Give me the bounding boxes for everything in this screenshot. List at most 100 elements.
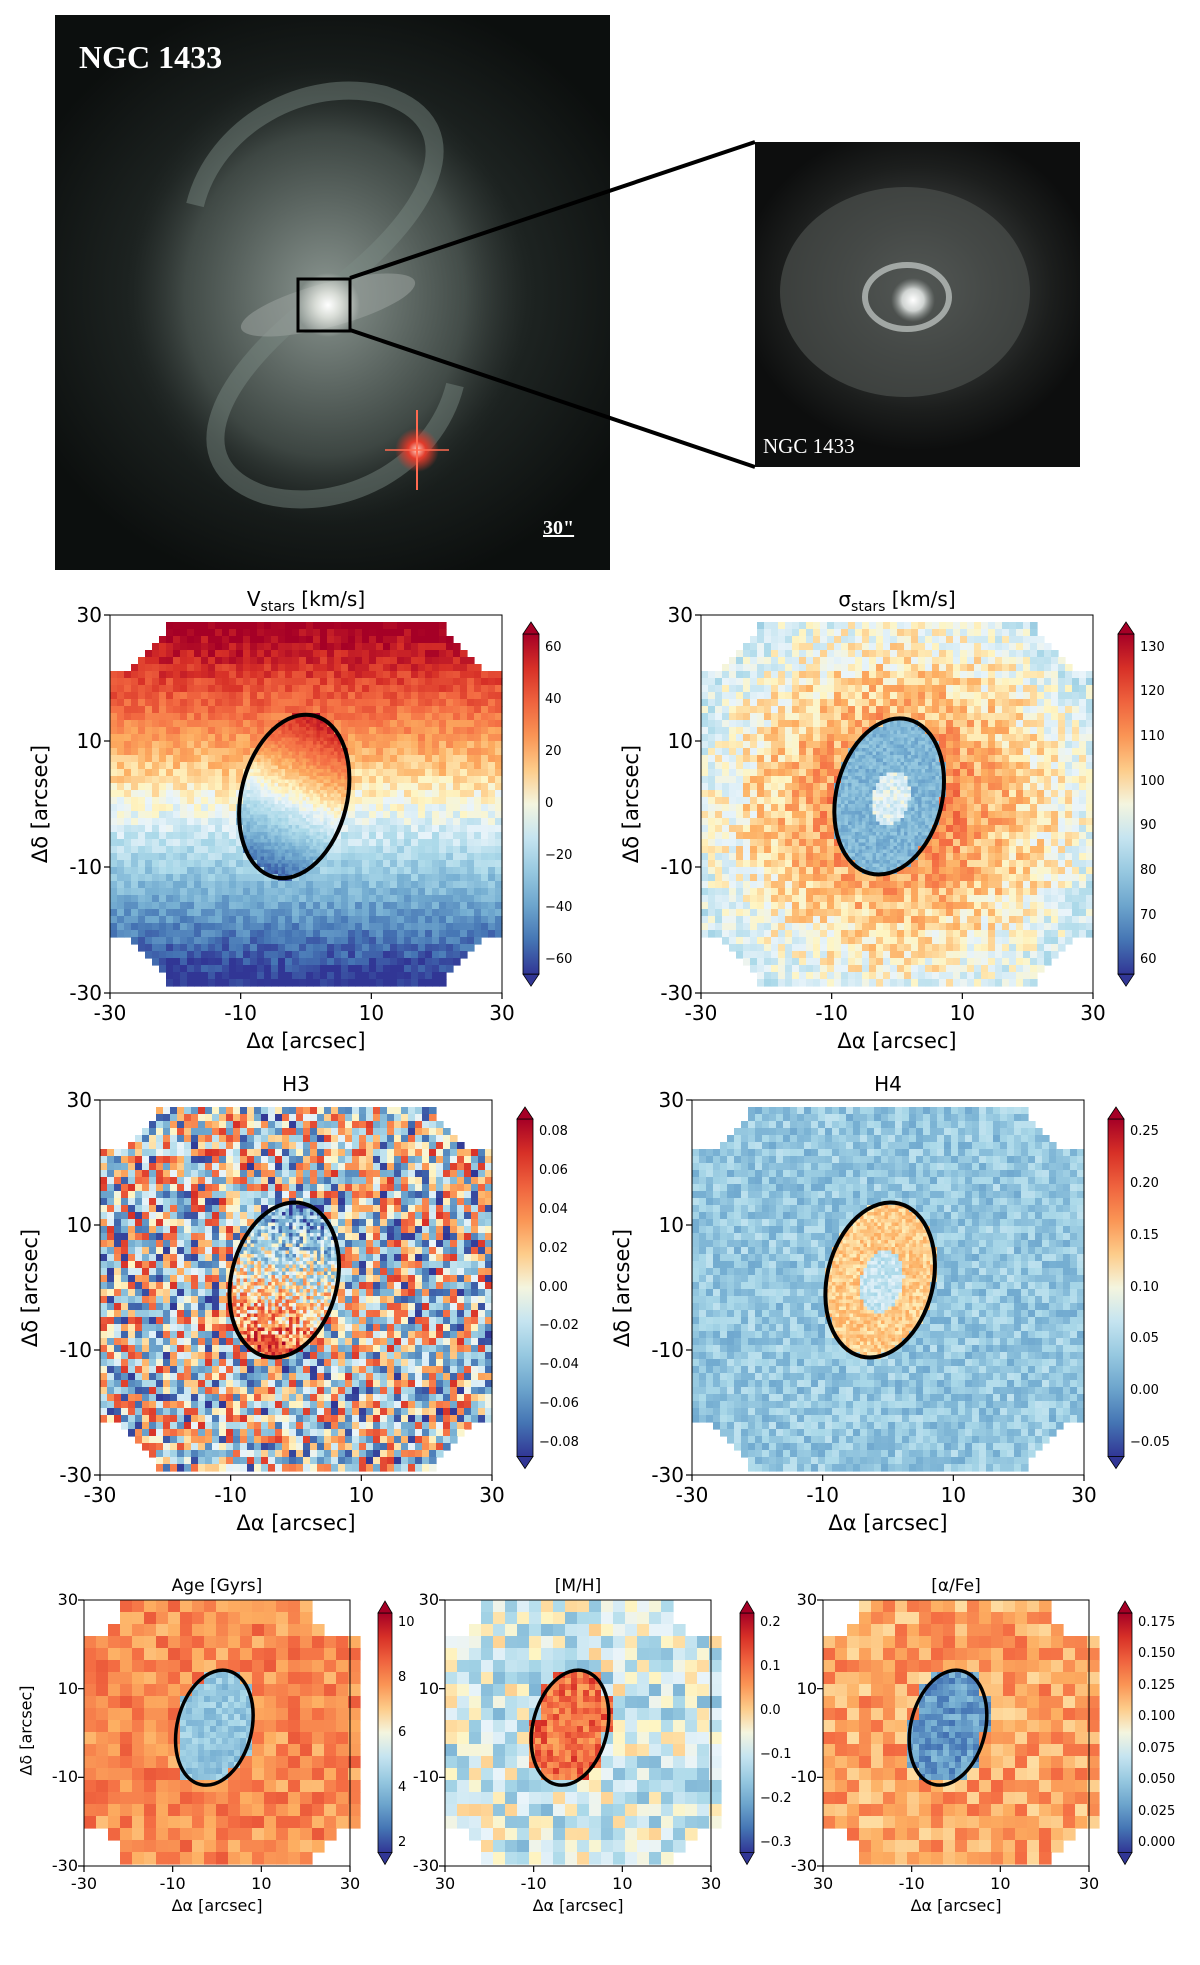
h3-cbar-tick: 0.08 — [539, 1124, 568, 1140]
age-bins — [84, 1600, 361, 1865]
mh-cbar-tick: 0.2 — [760, 1614, 781, 1630]
vstars-cbar-tick: −20 — [545, 848, 573, 864]
h4-cbar-tick: −0.05 — [1130, 1434, 1170, 1450]
age-cbar-tick: 10 — [398, 1614, 415, 1630]
sigma-ytick: -30 — [660, 981, 693, 1005]
h3-xtick: 30 — [479, 1483, 505, 1507]
h4-map — [686, 1099, 1085, 1481]
vstars-xtick: 30 — [489, 1001, 515, 1025]
h3-cbar-tick: 0.06 — [539, 1163, 568, 1179]
sigma-ylabel: Δδ [arcsec] — [619, 744, 643, 864]
afe-cbar-tick: 0.000 — [1138, 1835, 1176, 1851]
afe-bins — [823, 1600, 1100, 1865]
age-cbar-tick: 4 — [398, 1780, 407, 1796]
h4-cbar-tick: 0.25 — [1130, 1124, 1159, 1140]
mh-ytick: -30 — [412, 1856, 439, 1875]
galaxy-label: NGC 1433 — [79, 39, 223, 75]
sigma-ytick: 10 — [667, 729, 693, 753]
h4-title: H4 — [874, 1072, 902, 1096]
h3-ellipse — [227, 1200, 342, 1360]
afe-xtick: 30 — [812, 1874, 834, 1893]
vstars-cbar-tick: −60 — [545, 952, 573, 968]
age-ytick: -30 — [51, 1856, 78, 1875]
sigma-xtick: -10 — [815, 1001, 848, 1025]
sigma-map — [695, 614, 1094, 999]
h3-map — [94, 1099, 493, 1481]
vstars-xtick: 10 — [358, 1001, 385, 1025]
h4-xlabel: Δα [arcsec] — [828, 1511, 948, 1535]
mh-title: [M/H] — [554, 1576, 602, 1596]
vstars-ytick: 30 — [76, 603, 102, 627]
sigma-cbar-tick: 100 — [1140, 773, 1165, 789]
mh-xtick: 30 — [700, 1874, 722, 1893]
afe-title: [α/Fe] — [931, 1576, 981, 1596]
h3-xtick: 10 — [348, 1483, 375, 1507]
sigma-ytick: -10 — [660, 855, 693, 879]
inset-label: NGC 1433 — [763, 434, 855, 458]
vstars-ytick: -30 — [69, 981, 102, 1005]
mh-colorbar — [739, 1600, 755, 1866]
age-ytick: 10 — [57, 1678, 78, 1698]
afe-cbar-tick: 0.175 — [1138, 1614, 1176, 1630]
scale-bar-label: 30" — [543, 517, 575, 539]
h4-ytick: 10 — [658, 1213, 684, 1237]
vstars-cbar-tick: −40 — [545, 900, 573, 916]
mh-cbar-tick: −0.3 — [760, 1835, 792, 1851]
sigma-title: σstars [km/s] — [838, 587, 956, 615]
h3-ytick: -30 — [59, 1463, 92, 1487]
h3-ytick: 30 — [66, 1088, 92, 1112]
age-colorbar — [377, 1600, 393, 1866]
sigma-cbar-tick: 90 — [1140, 818, 1157, 834]
age-xtick: -30 — [70, 1874, 98, 1893]
age-title: Age [Gyrs] — [171, 1576, 263, 1596]
zoom-lines — [349, 140, 756, 469]
vstars-xlabel: Δα [arcsec] — [246, 1029, 366, 1053]
h3-xtick: -10 — [214, 1483, 247, 1507]
mh-cbar-tick: −0.2 — [760, 1791, 792, 1807]
age-xlabel: Δα [arcsec] — [171, 1896, 263, 1915]
h4-ytick: -10 — [651, 1338, 684, 1362]
sigma-cbar-tick: 70 — [1140, 907, 1157, 923]
sigma-cbar-tick: 130 — [1140, 639, 1165, 655]
afe-ellipse — [907, 1668, 989, 1787]
age-cbar-tick: 6 — [398, 1725, 407, 1740]
mh-xtick: 30 — [434, 1874, 456, 1893]
h3-ylabel: Δδ [arcsec] — [18, 1228, 42, 1347]
age-ytick: 30 — [57, 1590, 78, 1609]
age-ellipse — [173, 1668, 255, 1787]
h4-ytick: 30 — [658, 1088, 684, 1112]
h4-xtick: -10 — [806, 1483, 839, 1507]
afe-cbar-tick: 0.050 — [1138, 1772, 1176, 1788]
afe-cbar-tick: 0.150 — [1138, 1646, 1176, 1662]
mh-xtick: -10 — [520, 1874, 547, 1893]
sigma-cbar-tick: 60 — [1140, 952, 1157, 968]
vstars-colorbar — [522, 621, 540, 987]
vstars-map — [104, 614, 503, 999]
age-cbar-tick: 2 — [398, 1835, 407, 1851]
vstars-cbar-tick: 60 — [545, 639, 562, 655]
mh-cbar-tick: −0.1 — [760, 1747, 792, 1763]
vstars-cbar-tick: 20 — [545, 743, 562, 759]
h3-cbar-tick: −0.04 — [539, 1357, 579, 1373]
afe-xlabel: Δα [arcsec] — [910, 1896, 1002, 1915]
galaxy-art — [125, 65, 525, 525]
age-cbar-tick: 8 — [398, 1669, 407, 1685]
afe-ytick: -10 — [790, 1767, 817, 1787]
h3-ytick: -10 — [59, 1338, 92, 1362]
mh-map — [439, 1599, 722, 1872]
sigma-xtick: -30 — [684, 1001, 718, 1025]
age-xtick: 10 — [251, 1874, 272, 1893]
sigma-ellipse — [832, 716, 946, 877]
sigma-colorbar — [1117, 621, 1135, 987]
afe-colorbar — [1117, 1600, 1133, 1866]
afe-cbar-tick: 0.025 — [1138, 1803, 1176, 1819]
afe-ytick: 10 — [796, 1678, 817, 1698]
vstars-ytick: -10 — [69, 855, 102, 879]
h3-bins — [100, 1107, 493, 1472]
age-map — [78, 1599, 361, 1872]
afe-xtick: -10 — [898, 1874, 925, 1893]
vstars-ylabel: Δδ [arcsec] — [28, 744, 52, 864]
sigma-xtick: 10 — [949, 1001, 976, 1025]
age-xtick: -10 — [159, 1874, 186, 1893]
sigma-cbar-tick: 80 — [1140, 863, 1157, 879]
